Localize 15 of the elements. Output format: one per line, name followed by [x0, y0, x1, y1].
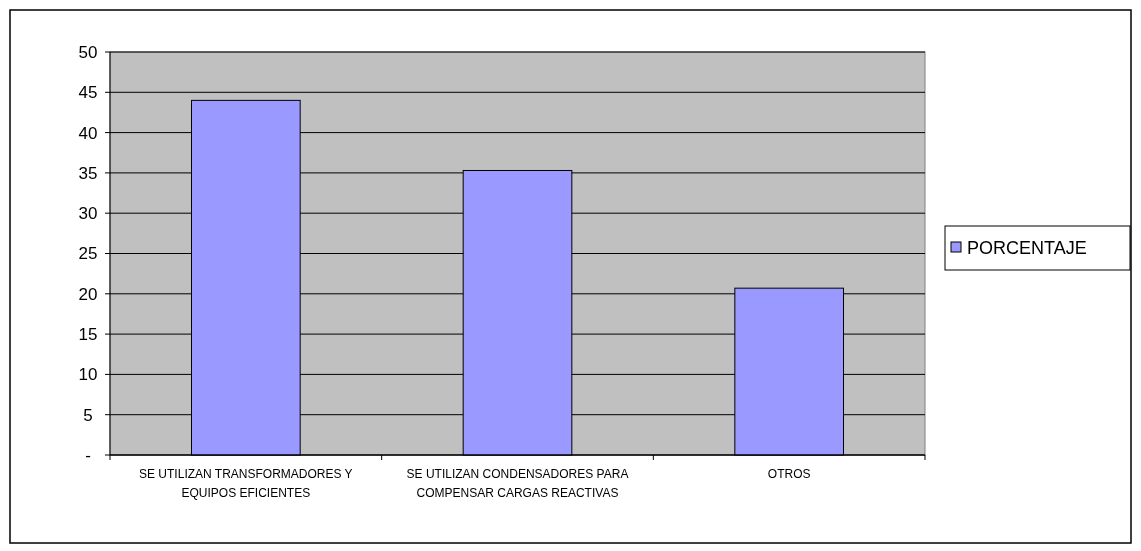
y-tick-label: 30 [78, 204, 98, 224]
x-tick-label: OTROS [767, 467, 811, 481]
legend-label: PORCENTAJE [967, 238, 1087, 259]
y-tick-label: 10 [78, 365, 98, 385]
y-tick-label: 40 [78, 123, 98, 143]
x-tick-label: SE UTILIZAN TRANSFORMADORES Y EQUIPOS EFICIENTES [139, 467, 353, 500]
y-tick-label: 25 [78, 244, 98, 264]
y-tick-label: 50 [78, 42, 98, 62]
x-tick-label: SE UTILIZAN CONDENSADORES PARA COMPENSAR CARGAS REACTIVAS [406, 467, 629, 500]
y-tick-label: - [85, 445, 91, 465]
y-tick-label: 35 [78, 163, 98, 183]
y-tick-label: 20 [78, 284, 98, 304]
y-tick-label: 45 [78, 83, 98, 103]
y-tick-label: 5 [83, 405, 93, 425]
y-tick-label: 15 [78, 325, 98, 345]
